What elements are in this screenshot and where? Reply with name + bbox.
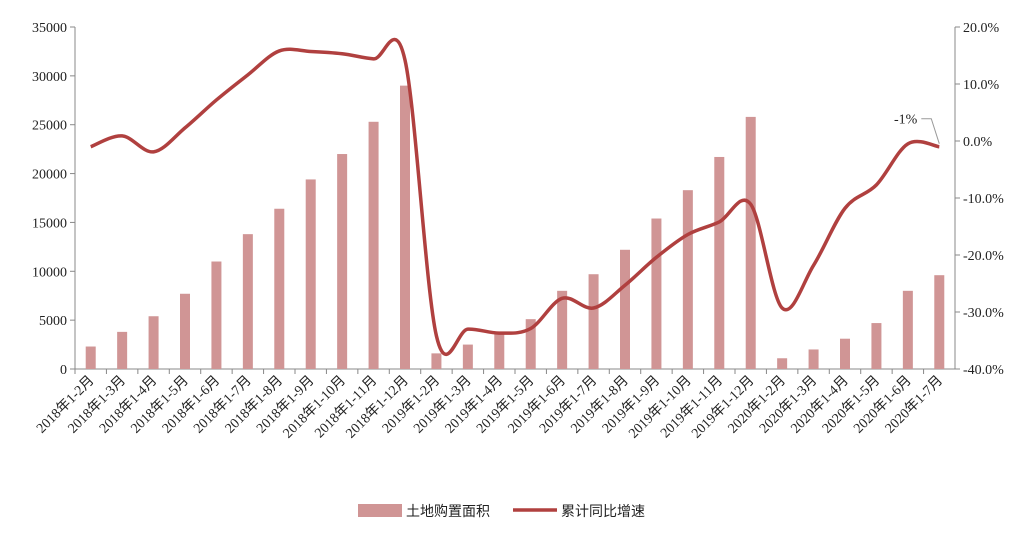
bar <box>902 290 913 369</box>
bar <box>148 316 159 369</box>
bar <box>620 249 630 369</box>
y-tick-label: 20000 <box>32 168 67 183</box>
bar <box>462 344 473 369</box>
bar <box>651 218 662 369</box>
y2-tick-label: -20.0% <box>963 249 1004 264</box>
y-tick-label: 0 <box>60 363 67 378</box>
bar <box>180 293 190 369</box>
y-tick-label: 35000 <box>32 21 67 36</box>
bar <box>588 274 599 369</box>
line <box>90 37 940 356</box>
y2-tick-label: 10.0% <box>963 78 1000 93</box>
bar <box>274 208 285 369</box>
bar <box>525 319 536 369</box>
bar <box>494 333 505 369</box>
bar <box>557 290 568 369</box>
y2-tick-label: -10.0% <box>963 192 1004 207</box>
bar <box>871 323 882 369</box>
legend-swatch <box>358 504 402 517</box>
bar <box>777 358 788 369</box>
bar <box>85 346 96 369</box>
bar <box>211 261 222 369</box>
bar <box>368 121 379 369</box>
bar <box>840 338 850 369</box>
legend-label: 土地购置面积 <box>406 504 490 520</box>
bar <box>242 234 253 369</box>
bar <box>745 116 756 369</box>
bar <box>714 156 725 369</box>
bar <box>431 353 442 369</box>
bar <box>305 179 316 369</box>
y-tick-label: 30000 <box>32 70 67 85</box>
y2-tick-label: 0.0% <box>963 135 993 150</box>
bar <box>400 85 410 369</box>
y-tick-label: 10000 <box>32 265 67 280</box>
y2-tick-label: 20.0% <box>963 21 1000 36</box>
bar <box>337 154 348 369</box>
y2-tick-label: -40.0% <box>963 363 1004 378</box>
bar <box>682 190 693 369</box>
y-tick-label: 5000 <box>39 314 67 329</box>
legend-label: 累计同比增速 <box>561 504 645 520</box>
y-tick-label: 15000 <box>32 216 67 231</box>
label-leader <box>921 118 940 144</box>
value-label: -1% <box>894 113 918 128</box>
bar <box>117 331 128 369</box>
y2-tick-label: -30.0% <box>963 306 1004 321</box>
bar <box>808 349 819 369</box>
bar <box>934 275 945 369</box>
y-tick-label: 25000 <box>32 119 67 134</box>
